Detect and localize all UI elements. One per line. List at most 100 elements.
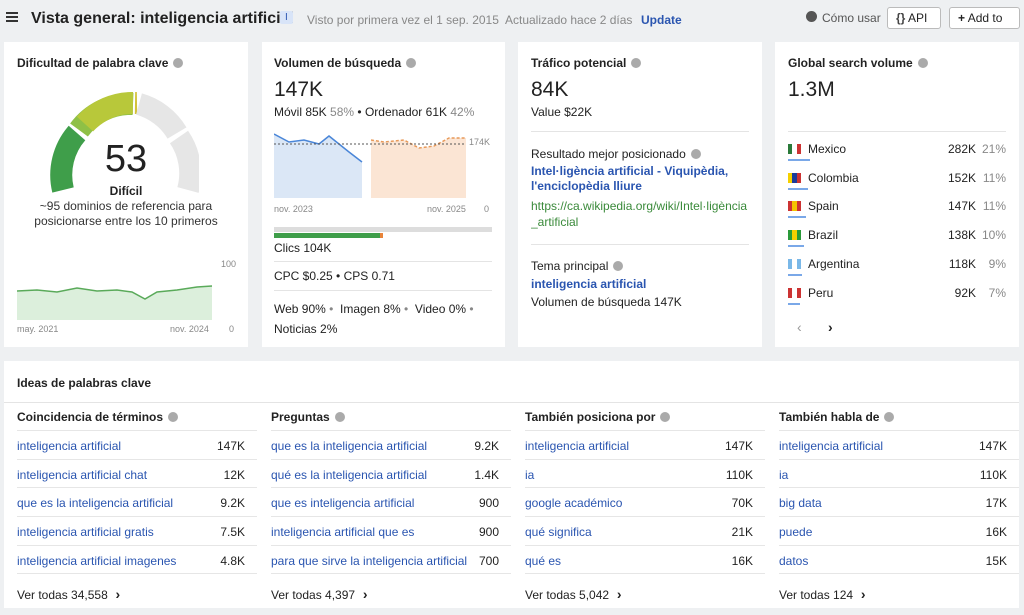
keyword-link[interactable]: qué significa: [525, 525, 592, 540]
keyword-volume: 1.4K: [474, 467, 499, 482]
keyword-link[interactable]: inteligencia artificial: [779, 439, 884, 453]
keyword-link[interactable]: inteligencia artificial gratis: [17, 525, 154, 540]
card-title: Dificultad de palabra clave: [17, 56, 184, 70]
keyword-link[interactable]: inteligencia artificial imagenes: [17, 553, 177, 568]
top-result-title[interactable]: Intel·ligència artificial - Viquipèdia, …: [531, 164, 729, 193]
country-volume: 152K: [947, 170, 976, 185]
badge: I: [280, 11, 293, 24]
sep: [525, 430, 765, 431]
view-all[interactable]: Ver todas 5,042 ›: [525, 586, 622, 602]
title-text: Volumen de búsqueda: [274, 56, 402, 70]
keyword-volume: 15K: [985, 553, 1007, 568]
keyword-volume: 147K: [978, 439, 1007, 453]
sep: [779, 430, 1019, 431]
sep: [17, 458, 257, 460]
view-all-text: Ver todas 124: [779, 588, 854, 602]
sep: [525, 516, 765, 518]
sep: [17, 544, 257, 546]
difficulty-label: Difícil: [109, 184, 143, 198]
keyword-link[interactable]: inteligencia artificial: [525, 439, 630, 453]
title-text: Dificultad de palabra clave: [17, 56, 169, 70]
keyword-volume: 12K: [223, 467, 245, 482]
column-title: También posiciona por: [525, 410, 671, 424]
keyword-ideas: Ideas de palabras clave Coincidencia de …: [4, 361, 1019, 608]
first-seen: Visto por primera vez el 1 sep. 2015: [307, 13, 499, 27]
country-share: 11%: [982, 170, 1006, 185]
view-all[interactable]: Ver todas 4,397 ›: [271, 586, 368, 602]
next-button[interactable]: ›: [828, 319, 833, 335]
sep: [271, 458, 511, 460]
keyword-link[interactable]: inteligencia artificial que es: [271, 525, 415, 540]
view-all[interactable]: Ver todas 34,558 ›: [17, 586, 121, 602]
keyword-link[interactable]: qué es la inteligencia artificial: [271, 467, 428, 482]
axis-label: 0: [229, 324, 235, 334]
keyword-link[interactable]: ia: [525, 467, 535, 482]
api-button[interactable]: {} API: [887, 7, 941, 29]
country-volume: 282K: [947, 142, 976, 156]
keyword-link[interactable]: big data: [779, 496, 822, 511]
keyword-link[interactable]: ia: [779, 467, 789, 482]
keyword-volume: 700: [478, 553, 499, 568]
update-link[interactable]: Update: [641, 13, 682, 27]
sep: [525, 458, 765, 460]
keyword-volume: 16K: [731, 553, 753, 568]
axis-label: nov. 2023: [274, 204, 313, 214]
global-card: Global search volume 1.3M Mexico 282K 21% C…: [775, 42, 1019, 347]
keyword-link[interactable]: qué es: [525, 553, 562, 568]
view-all-text: Ver todas 34,558: [17, 588, 108, 602]
keyword-link[interactable]: inteligencia artificial chat: [17, 467, 148, 482]
title-text: Tráfico potencial: [531, 56, 627, 70]
view-all[interactable]: Ver todas 124 ›: [779, 586, 866, 602]
sep: [271, 516, 511, 518]
serp-item: Noticias 2%: [274, 322, 338, 336]
top-result-url[interactable]: https://ca.wikipedia.org/wiki/Intel·ligè…: [531, 199, 748, 229]
keyword-link[interactable]: google académico: [525, 496, 623, 511]
country-share: 11%: [982, 199, 1006, 214]
desktop-pct: 42%: [450, 105, 475, 119]
keyword-volume: 21K: [731, 525, 753, 540]
prev-button[interactable]: ‹: [797, 319, 802, 335]
sep: [271, 430, 511, 431]
flag: [788, 172, 801, 183]
serp-item: Video 0%: [414, 302, 467, 316]
sep: [17, 430, 257, 431]
sep: [271, 487, 511, 489]
serp-item: Imagen 8%: [340, 302, 401, 316]
global-value: 1.3M: [788, 78, 835, 101]
menu-icon[interactable]: [6, 12, 18, 22]
keyword-link[interactable]: para que sirve la inteligencia artificia…: [271, 553, 468, 568]
view-all-text: Ver todas 4,397: [271, 588, 356, 602]
axis-label: may. 2021: [17, 324, 59, 334]
keyword-link[interactable]: datos: [779, 553, 809, 568]
cpc: CPC $0.25: [274, 269, 333, 283]
keyword-link[interactable]: inteligencia artificial: [17, 439, 122, 453]
title-text: También posiciona por: [525, 410, 656, 424]
keyword-link[interactable]: puede: [779, 525, 813, 540]
keyword-link[interactable]: que es inteligencia artificial: [271, 496, 415, 511]
sep: [271, 573, 511, 574]
keyword-link[interactable]: que es la inteligencia artificial: [17, 496, 174, 511]
axis-label: 100: [221, 259, 237, 269]
keyword-volume: 147K: [216, 439, 245, 453]
title-text: Preguntas: [271, 410, 330, 424]
row-bar: [788, 187, 808, 190]
add-to-button[interactable]: + Add to: [949, 7, 1020, 29]
column-title: Coincidencia de términos: [17, 410, 179, 424]
sep: [17, 573, 257, 574]
mobile-pct: 58%: [330, 105, 355, 119]
difficulty-description: ~95 dominios de referencia para posicion…: [34, 199, 218, 228]
how-to-link[interactable]: Cómo usar: [822, 11, 881, 25]
parent-topic[interactable]: inteligencia artificial: [531, 277, 647, 291]
flag: [788, 144, 801, 154]
volume-value: 147K: [274, 78, 324, 101]
label-text: Resultado mejor posicionado: [531, 147, 686, 161]
keyword-volume: 110K: [725, 467, 753, 482]
traffic-usd: Value $22K: [531, 105, 593, 119]
row-bar: [788, 302, 800, 305]
country-name: Spain: [808, 199, 839, 214]
country-name: Brazil: [808, 228, 839, 243]
cpc-cps: CPC $0.25 • CPS 0.71: [274, 269, 395, 283]
country-share: 21%: [981, 142, 1006, 156]
keyword-link[interactable]: que es la inteligencia artificial: [271, 439, 428, 453]
